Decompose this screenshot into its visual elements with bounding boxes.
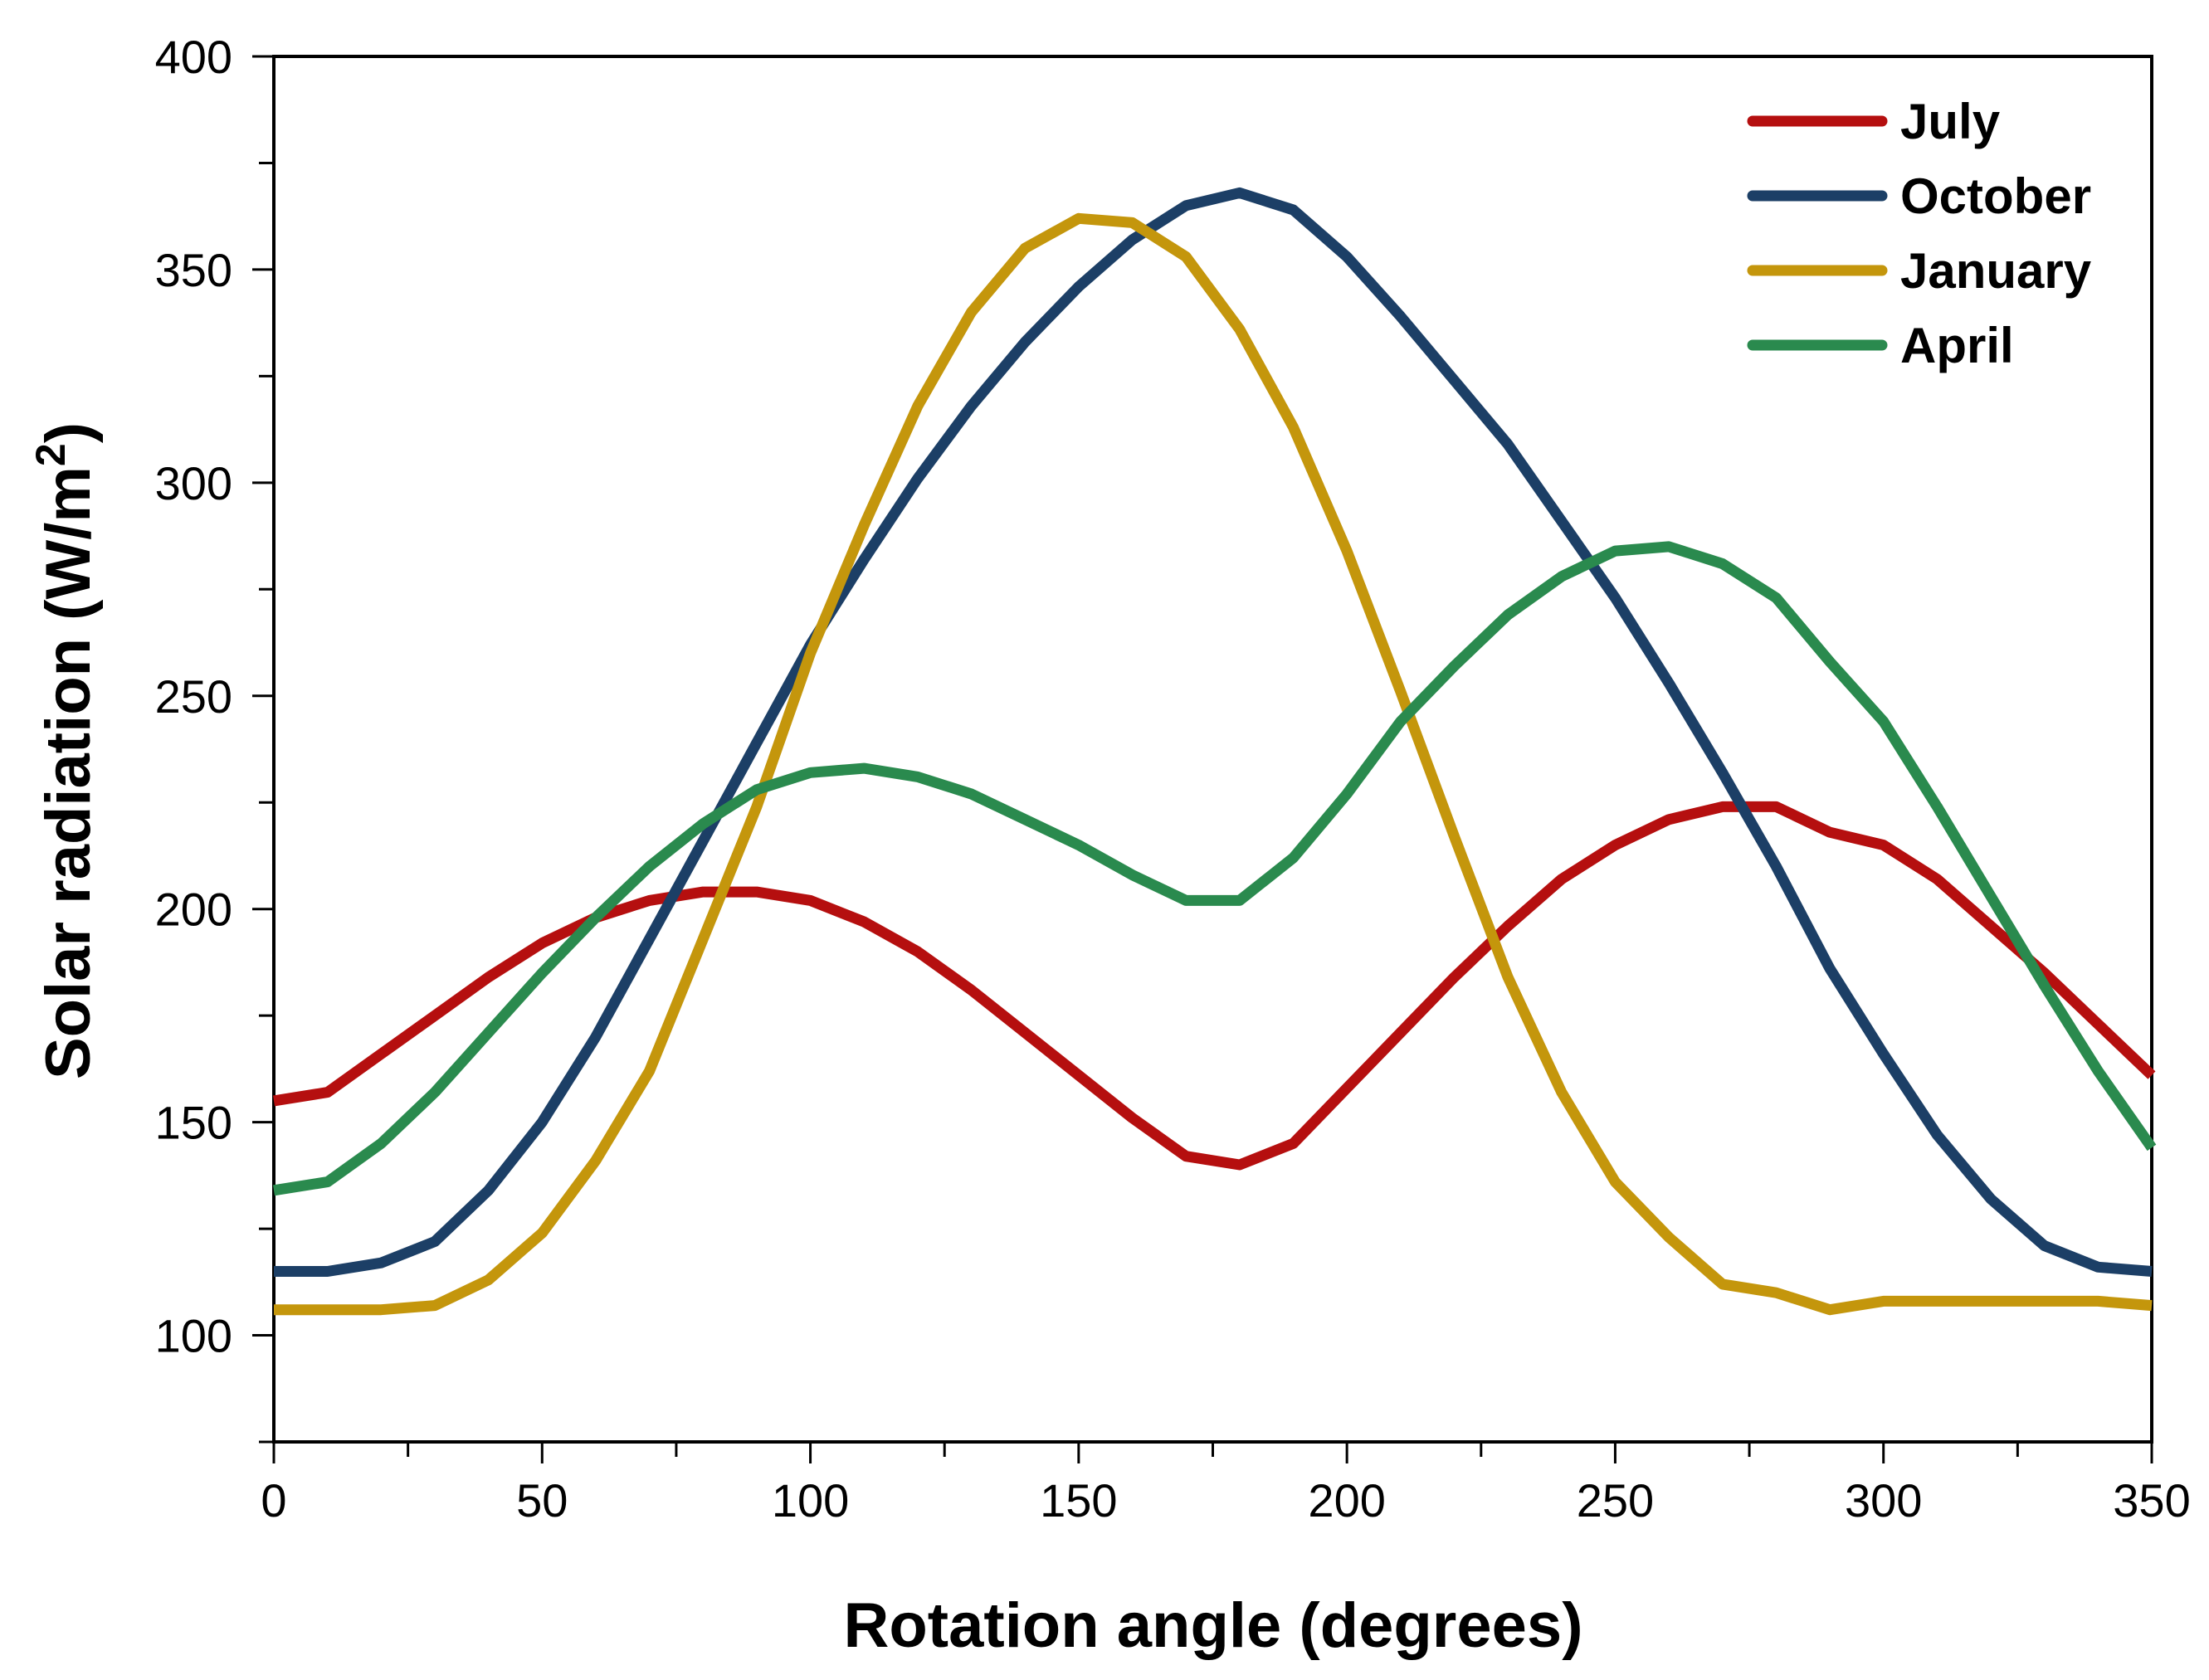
series-lines xyxy=(272,187,2157,1316)
y-tick-label: 100 xyxy=(155,1310,232,1362)
x-tick-label: 100 xyxy=(772,1474,849,1527)
legend-label-october: October xyxy=(1900,168,2091,224)
x-tick-label: 150 xyxy=(1040,1474,1117,1527)
y-axis-title: Solar radiation (W/m2) xyxy=(27,422,104,1079)
series-line-january xyxy=(274,212,2153,1316)
x-axis: 0 50 100 150 200 250 300 350 xyxy=(261,1442,2191,1527)
y-tick-label: 400 xyxy=(155,31,232,83)
x-tick-label: 350 xyxy=(2113,1474,2190,1527)
legend: July October January April xyxy=(1747,94,2092,373)
y-tick-label: 150 xyxy=(155,1097,232,1149)
x-tick-label: 200 xyxy=(1308,1474,1385,1527)
plot-area-border xyxy=(272,55,2153,1444)
y-tick-label: 300 xyxy=(155,457,232,509)
y-axis-title-close: ) xyxy=(33,422,104,443)
x-tick-label: 300 xyxy=(1845,1474,1922,1527)
y-axis: 100 150 200 250 300 350 400 xyxy=(155,31,274,1444)
series-line-april xyxy=(272,541,2157,1196)
y-tick-label: 350 xyxy=(155,244,232,296)
series-line-july xyxy=(272,801,2156,1171)
legend-label-april: April xyxy=(1900,318,2014,373)
x-tick-label: 50 xyxy=(516,1474,568,1527)
series-line-october xyxy=(274,187,2153,1277)
plot-frame xyxy=(272,55,2153,1444)
y-tick-label: 250 xyxy=(155,670,232,723)
y-tick-label: 200 xyxy=(155,884,232,936)
x-tick-label: 0 xyxy=(261,1474,286,1527)
y-axis-title-superscript: 2 xyxy=(27,443,74,466)
x-tick-label: 250 xyxy=(1577,1474,1654,1527)
x-axis-title: Rotation angle (degrees) xyxy=(844,1590,1583,1661)
legend-label-july: July xyxy=(1900,94,2001,149)
legend-label-january: January xyxy=(1900,243,2092,299)
y-axis-title-main: Solar radiation (W/m xyxy=(33,466,104,1079)
